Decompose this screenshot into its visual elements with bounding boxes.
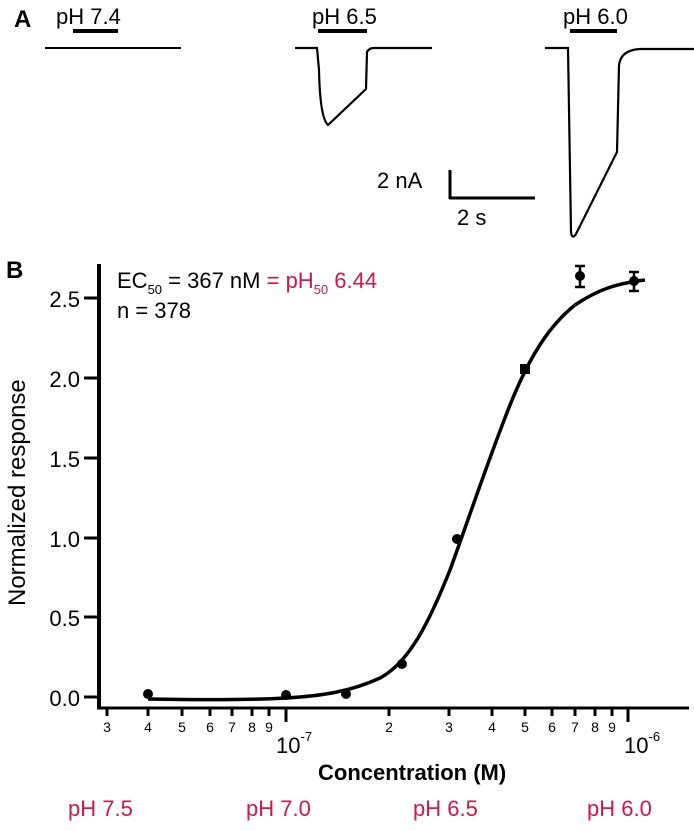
ph-label-6-0: pH 6.0 (587, 796, 652, 821)
panel-a-label: A (14, 6, 32, 33)
ph-label-7-0: pH 7.0 (246, 796, 311, 821)
trace-label-ph65: pH 6.5 (312, 4, 377, 29)
x-tick-label: 5 (178, 719, 186, 735)
x-tick-label: 6 (548, 719, 556, 735)
panel-b-label: B (6, 257, 24, 284)
x-tick-label: 8 (591, 719, 599, 735)
x-tick-label: 7 (571, 719, 579, 735)
n-annotation: n = 378 (117, 298, 192, 323)
y-tick-label: 2.0 (49, 367, 80, 392)
x-axis-label: Concentration (M) (318, 760, 507, 785)
x-tick-label: 4 (488, 719, 496, 735)
y-tick-label: 1.0 (49, 527, 80, 552)
x-tick-label: 2 (385, 719, 393, 735)
x-tick-label: 4 (144, 719, 152, 735)
scale-bar-time-label: 2 s (457, 205, 487, 230)
y-tick-label: 2.5 (49, 287, 80, 312)
x-decade-label-1e-6: 10-6 (624, 729, 661, 758)
x-tick-label: 3 (445, 719, 453, 735)
ec50-annotation: EC50 = 367 nM = pH50 6.44 (117, 268, 378, 297)
ph-label-7-5: pH 7.5 (68, 796, 133, 821)
scale-bar-current-label: 2 nA (377, 168, 423, 193)
y-tick-label: 0.0 (49, 686, 80, 711)
x-tick-label: 9 (608, 719, 616, 735)
trace-label-ph60: pH 6.0 (563, 4, 628, 29)
x-tick-label: 9 (265, 719, 273, 735)
x-tick-label: 8 (248, 719, 256, 735)
y-tick-label: 0.5 (49, 606, 80, 631)
trace-label-ph74: pH 7.4 (56, 4, 121, 29)
x-tick-label: 6 (206, 719, 214, 735)
x-decade-label-1e-7: 10-7 (276, 729, 313, 758)
x-tick-label: 3 (103, 719, 111, 735)
ph-label-6-5: pH 6.5 (413, 796, 478, 821)
y-tick-label: 1.5 (49, 447, 80, 472)
x-tick-label: 5 (521, 719, 529, 735)
x-tick-label: 7 (228, 719, 236, 735)
